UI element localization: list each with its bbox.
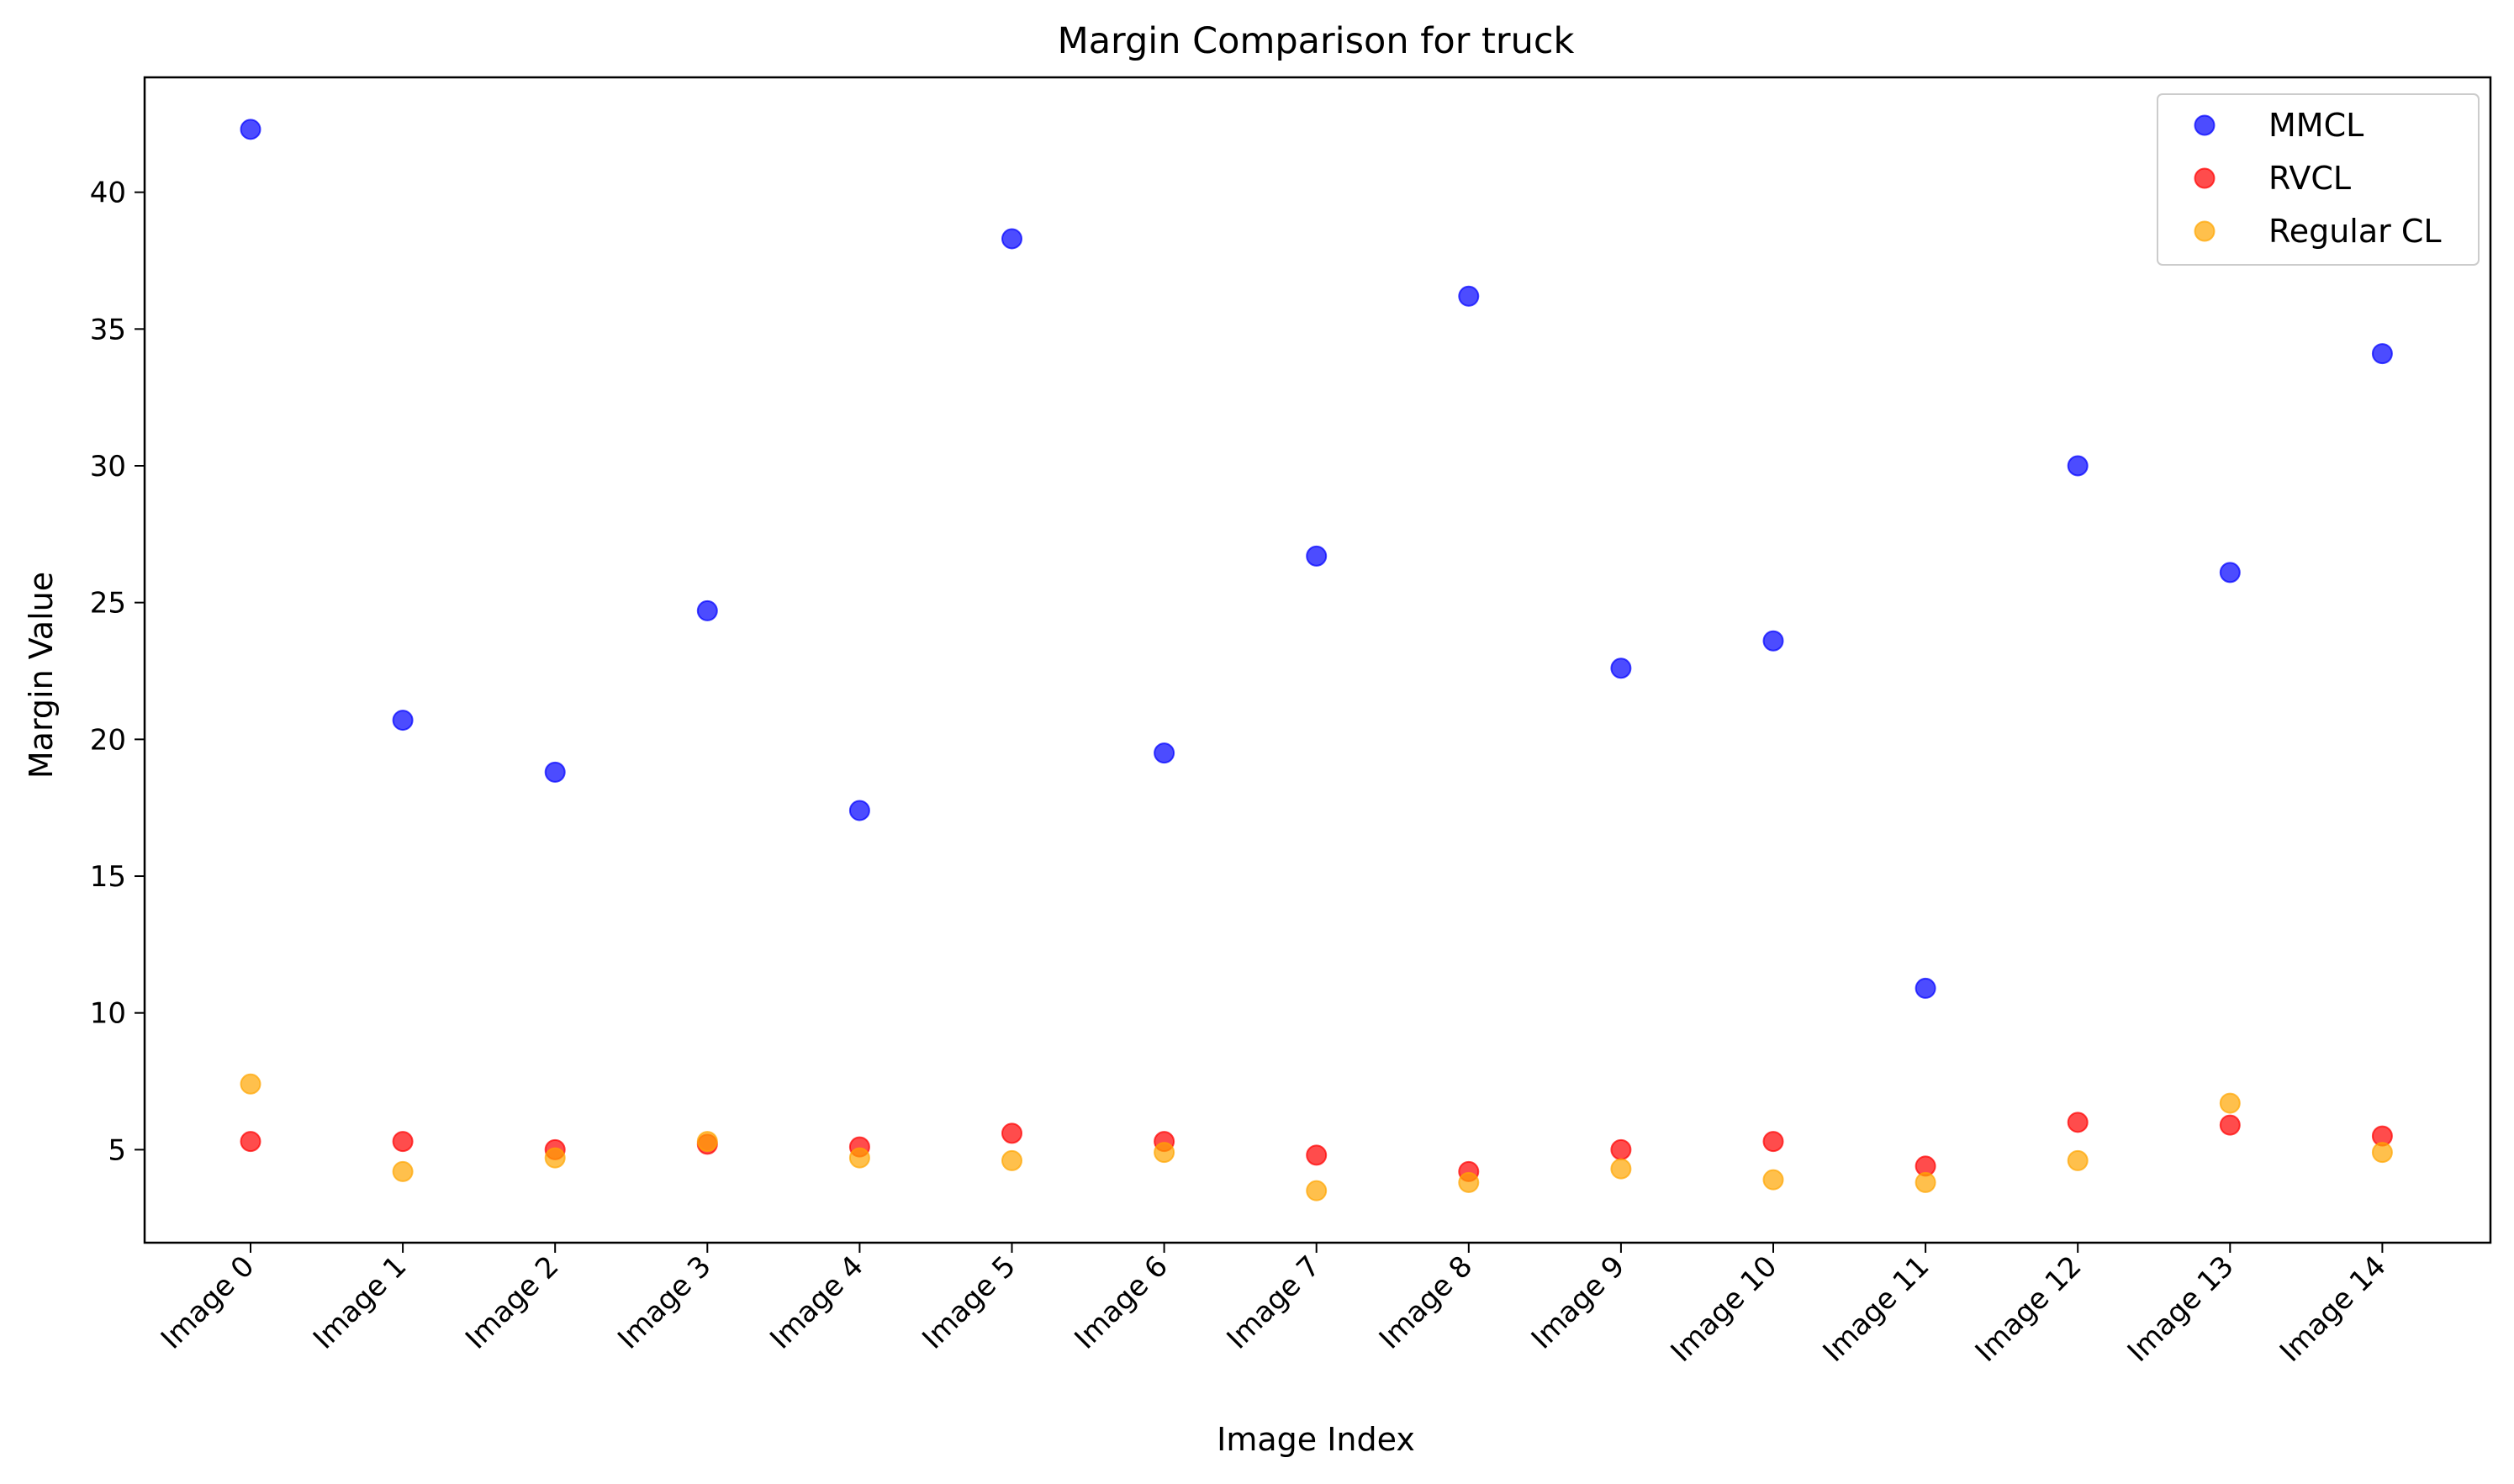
y-tick-label-2: 15: [90, 860, 126, 894]
legend-box: [2157, 93, 2480, 266]
point-regular-cl-11: [1915, 1171, 1936, 1193]
y-tick-label-1: 10: [90, 997, 126, 1031]
y-tick-label-4: 25: [90, 587, 126, 621]
point-mmcl-13: [2219, 562, 2241, 584]
point-mmcl-10: [1762, 630, 1784, 652]
point-mmcl-4: [848, 800, 870, 821]
y-tick-label-5: 30: [90, 450, 126, 483]
point-mmcl-1: [392, 710, 414, 731]
y-tick-label-6: 35: [90, 313, 126, 346]
point-mmcl-9: [1610, 658, 1632, 679]
point-regular-cl-2: [544, 1147, 566, 1169]
point-mmcl-3: [696, 599, 718, 621]
points-layer: [240, 119, 2393, 1201]
point-rvcl-9: [1610, 1138, 1632, 1160]
point-mmcl-5: [1001, 228, 1022, 250]
point-rvcl-10: [1762, 1131, 1784, 1153]
point-regular-cl-14: [2371, 1142, 2393, 1164]
legend-marker-regular-cl: [2194, 220, 2216, 242]
legend-label-rvcl: RVCL: [2268, 160, 2351, 197]
plot-frame: [143, 76, 2492, 1244]
point-mmcl-0: [240, 119, 261, 140]
point-rvcl-13: [2219, 1114, 2241, 1136]
legend-label-mmcl: MMCL: [2268, 107, 2363, 144]
point-regular-cl-1: [392, 1160, 414, 1182]
point-regular-cl-10: [1762, 1169, 1784, 1191]
legend-marker-mmcl: [2194, 114, 2216, 136]
point-regular-cl-12: [2067, 1149, 2089, 1171]
point-regular-cl-3: [696, 1131, 718, 1153]
legend-label-regular-cl: Regular CL: [2268, 213, 2442, 250]
y-tick-label-3: 20: [90, 723, 126, 757]
y-axis-label: Margin Value: [23, 572, 60, 779]
point-mmcl-6: [1154, 742, 1175, 764]
point-regular-cl-6: [1154, 1142, 1175, 1164]
point-regular-cl-4: [848, 1147, 870, 1169]
point-mmcl-12: [2067, 455, 2089, 477]
point-regular-cl-8: [1458, 1171, 1480, 1193]
chart-title: Margin Comparison for truck: [1058, 20, 1575, 62]
point-rvcl-7: [1306, 1144, 1328, 1166]
point-rvcl-0: [240, 1131, 261, 1153]
point-rvcl-1: [392, 1131, 414, 1153]
point-mmcl-11: [1915, 977, 1936, 999]
point-regular-cl-9: [1610, 1158, 1632, 1180]
point-mmcl-8: [1458, 285, 1480, 307]
point-regular-cl-0: [240, 1073, 261, 1095]
point-mmcl-14: [2371, 343, 2393, 365]
legend: MMCL RVCL Regular CL: [2157, 93, 2480, 266]
point-rvcl-5: [1001, 1122, 1022, 1144]
point-regular-cl-13: [2219, 1092, 2241, 1114]
point-regular-cl-5: [1001, 1149, 1022, 1171]
point-mmcl-2: [544, 761, 566, 783]
legend-marker-rvcl: [2194, 167, 2216, 189]
y-tick-label-7: 40: [90, 177, 126, 210]
y-tick-label-0: 5: [108, 1133, 126, 1167]
point-rvcl-12: [2067, 1112, 2089, 1133]
point-mmcl-7: [1306, 545, 1328, 567]
point-regular-cl-7: [1306, 1180, 1328, 1201]
x-axis-label: Image Index: [1217, 1421, 1415, 1458]
